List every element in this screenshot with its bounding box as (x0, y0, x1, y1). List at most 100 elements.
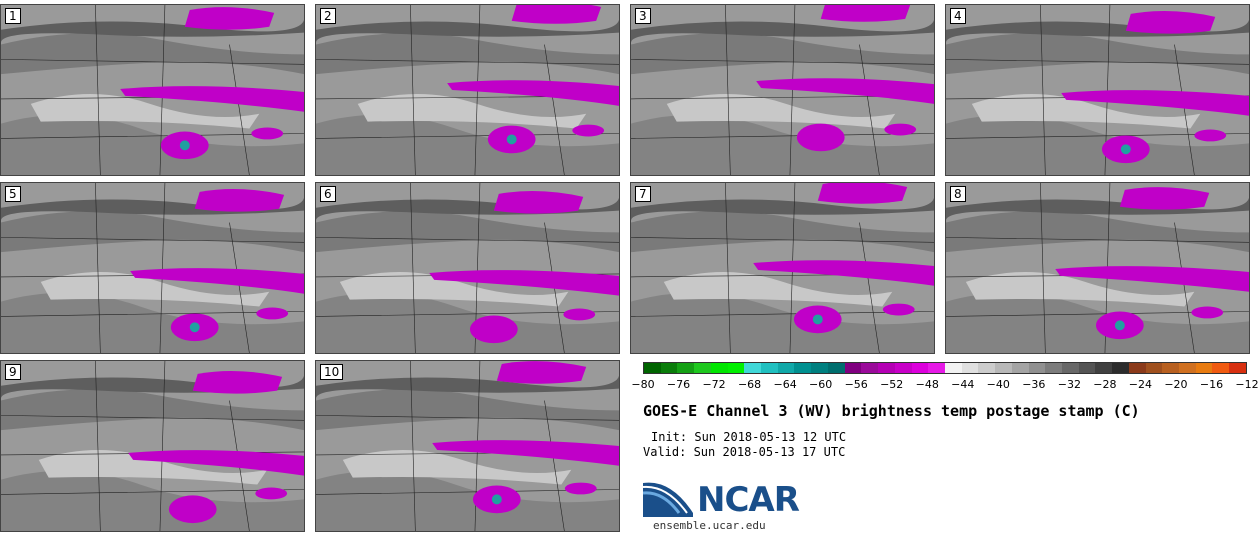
colorbar-tick-labels: −80 −76 −72 −68 −64 −60 −56 −52 −48 −44 −40 −36 −32−… (631, 378, 1258, 392)
dry-band (1, 389, 304, 431)
colorbar-segment (677, 363, 695, 373)
ensemble-member-panel: 1 (0, 4, 305, 176)
moist-band (663, 271, 893, 307)
colorbar-tick-label: −36 (1022, 378, 1046, 391)
wv-map (1, 361, 304, 531)
colorbar-segment (794, 363, 812, 373)
state-boundary (1, 489, 304, 495)
dry-band (631, 19, 934, 43)
colorbar-segment (1229, 363, 1246, 373)
state-boundary (95, 5, 101, 175)
colorbar-tick-label: −76 (666, 378, 691, 391)
state-boundary (316, 133, 619, 139)
figure-title: GOES-E Channel 3 (WV) brightness temp po… (643, 402, 1140, 420)
dry-band (1, 292, 304, 353)
dry-band (631, 211, 934, 253)
wv-map (631, 5, 934, 175)
cold-cloud (432, 440, 619, 466)
state-boundary (631, 311, 934, 317)
colorbar-segment (761, 363, 778, 373)
cold-cloud (796, 123, 845, 152)
wv-map (1, 183, 304, 353)
colorbar-segment (928, 363, 945, 373)
moist-band (965, 271, 1195, 307)
colorbar-tick-label: −28 (1093, 378, 1117, 391)
cold-cloud (1191, 306, 1224, 319)
state-boundary (544, 400, 565, 531)
cold-cloud (447, 80, 619, 106)
state-boundary (1040, 183, 1046, 353)
state-boundary (316, 415, 619, 421)
wv-map (946, 183, 1249, 353)
dry-band (1, 211, 304, 253)
coldest-core (506, 134, 517, 145)
state-boundary (1, 415, 304, 421)
coldest-core (491, 494, 502, 505)
dry-band (946, 211, 1249, 253)
moist-band (357, 93, 587, 129)
coldest-core (179, 140, 190, 151)
cold-cloud (192, 371, 283, 394)
ensemble-member-panel: 5 (0, 182, 305, 354)
colorbar-segment (727, 363, 745, 373)
cold-cloud (128, 450, 304, 476)
colorbar-segment (1095, 363, 1113, 373)
wv-map (316, 5, 619, 175)
ensemble-member-panel: 3 (630, 4, 935, 176)
colorbar-tick-label: −64 (773, 378, 797, 391)
cold-cloud (572, 124, 605, 137)
colorbar-segment (744, 363, 762, 373)
cold-cloud (756, 78, 934, 104)
state-boundary (95, 183, 101, 353)
moist-band (38, 449, 268, 485)
colorbar-tick-label: −40 (986, 378, 1010, 391)
ensemble-member-panel: 9 (0, 360, 305, 532)
cold-cloud (429, 270, 619, 296)
dry-band (631, 197, 934, 221)
member-label: 5 (5, 186, 21, 202)
cold-cloud (564, 482, 597, 495)
cold-cloud (753, 260, 934, 286)
cold-cloud (496, 361, 587, 384)
colorbar-segment (710, 363, 728, 373)
cold-cloud (251, 127, 284, 140)
colorbar-segment (660, 363, 678, 373)
moist-band (666, 93, 896, 129)
colorbar-segment (961, 363, 979, 373)
wv-map (316, 361, 619, 531)
state-boundary (1, 311, 304, 317)
state-boundary (95, 361, 101, 531)
dry-band (316, 389, 619, 431)
colorbar-segment (1179, 363, 1196, 373)
cold-cloud (817, 183, 908, 204)
colorbar-tick-label: −80 (631, 378, 655, 391)
colorbar-segment (911, 363, 929, 373)
colorbar-segment (777, 363, 795, 373)
state-boundary (859, 44, 880, 175)
coldest-core (1114, 320, 1125, 331)
dry-band (1, 470, 304, 531)
member-label: 4 (950, 8, 966, 24)
dry-band (316, 33, 619, 75)
colorbar-segment (861, 363, 879, 373)
cold-cloud (1119, 187, 1210, 210)
dry-band (946, 114, 1249, 175)
colorbar-segment (827, 363, 845, 373)
moist-band (342, 449, 572, 485)
state-boundary (229, 222, 250, 353)
ensemble-member-panel: 7 (630, 182, 935, 354)
cold-cloud (493, 191, 584, 214)
dry-band (316, 375, 619, 399)
coldest-core (1120, 144, 1131, 155)
dry-band (1, 33, 304, 75)
cold-cloud (820, 5, 911, 22)
member-label: 7 (635, 186, 651, 202)
colorbar-tick-label: −32 (1057, 378, 1081, 391)
ensemble-member-panel: 8 (945, 182, 1250, 354)
state-boundary (1, 59, 304, 65)
dry-band (316, 19, 619, 43)
colorbar-segment (1078, 363, 1096, 373)
state-boundary (410, 183, 416, 353)
state-boundary (725, 183, 731, 353)
cold-cloud (255, 487, 288, 500)
